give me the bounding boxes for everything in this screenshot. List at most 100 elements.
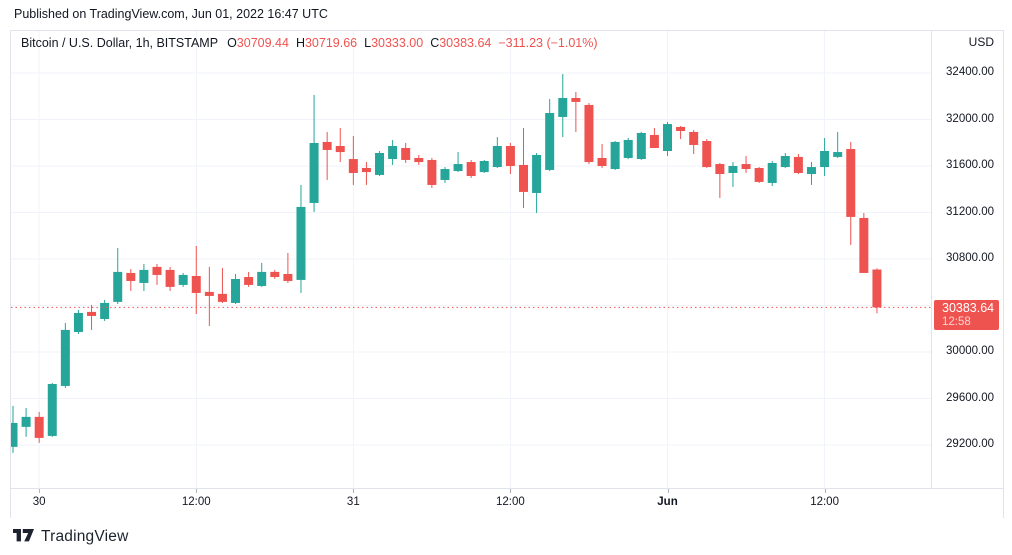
candle bbox=[846, 149, 856, 217]
ohlc-value-O: 30709.44 bbox=[236, 36, 289, 50]
candle bbox=[73, 312, 83, 333]
candle bbox=[322, 141, 332, 150]
last-price-badge: 30383.64 12:58 bbox=[934, 300, 999, 331]
ohlc-label-L: L bbox=[364, 36, 372, 50]
candle bbox=[479, 161, 489, 173]
candle bbox=[649, 134, 659, 148]
bar-countdown: 12:58 bbox=[942, 316, 971, 329]
candle bbox=[466, 162, 476, 176]
candle bbox=[584, 104, 594, 163]
candle-wick bbox=[221, 267, 223, 303]
price-axis-label: 32400.00 bbox=[946, 66, 994, 78]
price-axis-label: 30000.00 bbox=[946, 345, 994, 357]
ohlc-value-H: 30719.66 bbox=[304, 36, 358, 50]
time-axis-label: 12:00 bbox=[496, 496, 525, 508]
candle bbox=[309, 142, 319, 203]
ohlc-value-L: 30333.00 bbox=[371, 36, 424, 50]
candle bbox=[820, 151, 830, 168]
time-axis-tick bbox=[353, 489, 355, 493]
candle bbox=[178, 274, 188, 285]
candle bbox=[754, 167, 764, 182]
price-axis-label: 31600.00 bbox=[946, 159, 994, 171]
time-axis-tick bbox=[39, 489, 41, 493]
time-axis[interactable]: 30 12:00 31 12:00 Jun 12:00 bbox=[11, 488, 1003, 518]
chart-legend: Bitcoin / U.S. Dollar, 1h, BITSTAMP O3070… bbox=[21, 36, 598, 50]
candle bbox=[34, 416, 44, 438]
candle-wick bbox=[208, 266, 210, 326]
time-axis-tick bbox=[510, 489, 512, 493]
candle bbox=[217, 293, 227, 302]
candle bbox=[427, 159, 437, 185]
time-axis-tick bbox=[667, 489, 669, 493]
price-axis-label: 29600.00 bbox=[946, 391, 994, 404]
candle bbox=[833, 152, 843, 157]
candle bbox=[100, 302, 110, 319]
candle-wick bbox=[575, 91, 577, 132]
change-value: −311.23 (−1.01%) bbox=[498, 36, 598, 50]
candle-wick bbox=[365, 162, 367, 185]
time-axis-label: 12:00 bbox=[181, 496, 211, 508]
candle bbox=[257, 271, 267, 286]
candle bbox=[780, 156, 790, 168]
candle bbox=[505, 146, 515, 167]
candle bbox=[296, 206, 306, 280]
candle bbox=[401, 147, 411, 160]
candle bbox=[414, 157, 424, 163]
candle bbox=[597, 157, 607, 167]
candle bbox=[361, 167, 371, 173]
candle bbox=[767, 162, 777, 183]
candle bbox=[60, 329, 70, 386]
ohlc-label-H: H bbox=[295, 36, 305, 50]
candle bbox=[152, 266, 162, 275]
candle bbox=[872, 269, 882, 308]
candle-wick bbox=[339, 127, 341, 163]
candle-wick bbox=[680, 126, 682, 140]
candle-wick bbox=[719, 162, 721, 198]
price-axis-label: 29200.00 bbox=[946, 438, 994, 450]
candle bbox=[793, 156, 803, 173]
price-axis-label: 31200.00 bbox=[946, 205, 994, 218]
candle bbox=[571, 97, 581, 102]
candle bbox=[165, 269, 175, 287]
candle bbox=[610, 141, 620, 170]
price-axis[interactable]: USD 32400.00 32000.00 31600.00 31200.00 3080… bbox=[931, 31, 1003, 517]
price-chart[interactable]: Bitcoin / U.S. Dollar, 1h, BITSTAMP O3070… bbox=[11, 31, 931, 488]
chart-widget: Bitcoin / U.S. Dollar, 1h, BITSTAMP O3070… bbox=[10, 30, 1004, 518]
candle bbox=[728, 166, 738, 173]
candle bbox=[375, 152, 385, 175]
candle bbox=[21, 416, 31, 427]
time-axis-label: Jun bbox=[657, 496, 678, 508]
candle-wick bbox=[326, 131, 328, 180]
candle bbox=[676, 126, 686, 132]
candle-wick bbox=[837, 131, 839, 158]
price-axis-currency: USD bbox=[968, 35, 994, 49]
brand-name: TradingView bbox=[41, 528, 129, 545]
ohlc-value-C: 30383.64 bbox=[439, 36, 492, 50]
candle-wick bbox=[601, 144, 603, 168]
candle bbox=[453, 164, 463, 172]
candle bbox=[204, 291, 214, 296]
candle bbox=[663, 124, 672, 152]
candle bbox=[87, 311, 97, 316]
time-axis-label: 30 bbox=[32, 496, 46, 508]
candle-wick bbox=[91, 304, 93, 330]
tradingview-logo-icon bbox=[13, 529, 34, 542]
candle bbox=[715, 164, 725, 175]
price-axis-label: 32000.00 bbox=[946, 112, 994, 125]
candle bbox=[47, 383, 57, 436]
candle bbox=[519, 164, 529, 192]
candle bbox=[558, 97, 568, 117]
candle bbox=[492, 146, 502, 168]
candle bbox=[636, 132, 646, 160]
candle bbox=[806, 167, 816, 175]
candle bbox=[126, 272, 136, 281]
candle bbox=[244, 277, 254, 285]
candle bbox=[348, 159, 358, 173]
time-axis-tick bbox=[824, 489, 826, 493]
last-price-value: 30383.64 bbox=[942, 301, 995, 316]
candle-wick bbox=[287, 252, 289, 283]
candle bbox=[440, 169, 450, 180]
time-axis-label: 12:00 bbox=[810, 496, 839, 508]
time-axis-label: 31 bbox=[346, 496, 360, 508]
